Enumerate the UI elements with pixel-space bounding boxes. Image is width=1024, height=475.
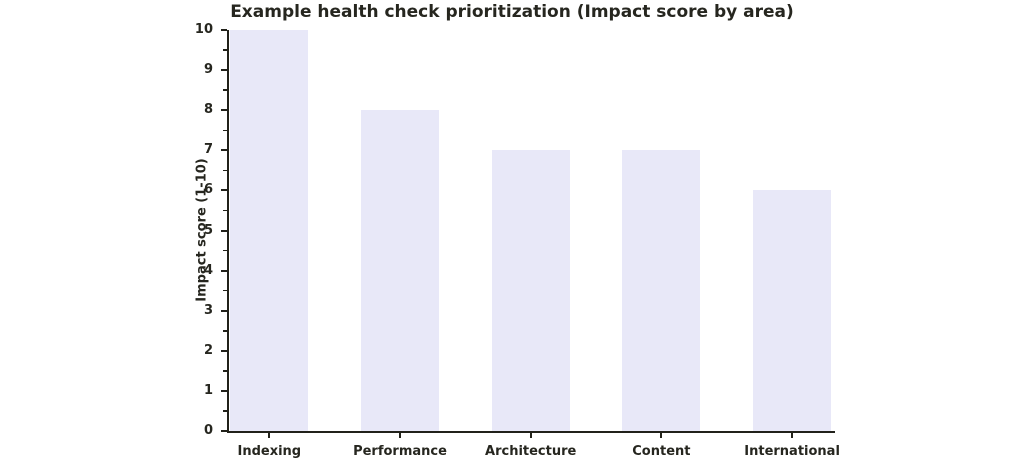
y-tick — [221, 189, 227, 192]
y-axis-line — [227, 30, 229, 433]
y-tick-label: 3 — [203, 302, 213, 318]
y-tick-label: 9 — [203, 62, 213, 78]
y-minor-tick — [223, 289, 227, 292]
y-tick — [221, 109, 227, 112]
y-tick — [221, 69, 227, 72]
y-minor-tick — [223, 89, 227, 91]
y-tick-label: 1 — [203, 382, 213, 398]
bar-international — [753, 190, 832, 431]
plot-area: 0 1 2 3 4 5 6 7 8 9 10 Indexing Performance Architec… — [195, 22, 840, 459]
y-tick-label: 5 — [203, 222, 213, 238]
x-tick-label: Performance — [353, 444, 447, 459]
x-tick-label: Indexing — [237, 444, 302, 459]
y-tick-label: 7 — [203, 142, 213, 158]
y-tick — [221, 149, 227, 152]
bar-performance — [361, 110, 439, 431]
y-tick — [221, 349, 227, 352]
y-tick — [221, 29, 227, 31]
bar-content — [622, 150, 701, 431]
y-minor-tick — [223, 370, 227, 372]
x-tick-label: International — [744, 444, 840, 459]
x-tick-label: Content — [632, 444, 691, 459]
y-tick-label: 4 — [203, 262, 213, 278]
y-minor-tick — [223, 209, 227, 212]
y-tick — [221, 309, 227, 312]
x-tick — [791, 433, 794, 438]
y-minor-tick — [223, 129, 227, 131]
bar-architecture — [491, 150, 570, 431]
y-minor-tick — [223, 330, 227, 332]
x-tick — [660, 433, 663, 438]
x-axis-line — [227, 431, 835, 433]
x-tick — [268, 433, 271, 438]
y-tick — [221, 430, 227, 432]
y-minor-tick — [223, 410, 227, 412]
y-tick-label: 6 — [203, 182, 213, 198]
y-minor-tick — [223, 169, 227, 172]
y-minor-tick — [223, 249, 227, 252]
y-tick-label: 0 — [203, 423, 213, 438]
y-minor-tick — [223, 49, 227, 51]
bar-indexing — [230, 30, 309, 431]
y-tick-label: 2 — [203, 342, 213, 358]
y-tick — [221, 269, 227, 272]
y-tick-label: 10 — [194, 22, 213, 37]
y-tick — [221, 229, 227, 232]
chart-title: Example health check prioritization (Imp… — [230, 2, 794, 22]
x-tick — [399, 433, 401, 438]
y-tick — [221, 389, 227, 392]
x-tick-label: Architecture — [485, 444, 577, 459]
x-tick — [529, 433, 532, 438]
y-tick-label: 8 — [203, 102, 213, 118]
